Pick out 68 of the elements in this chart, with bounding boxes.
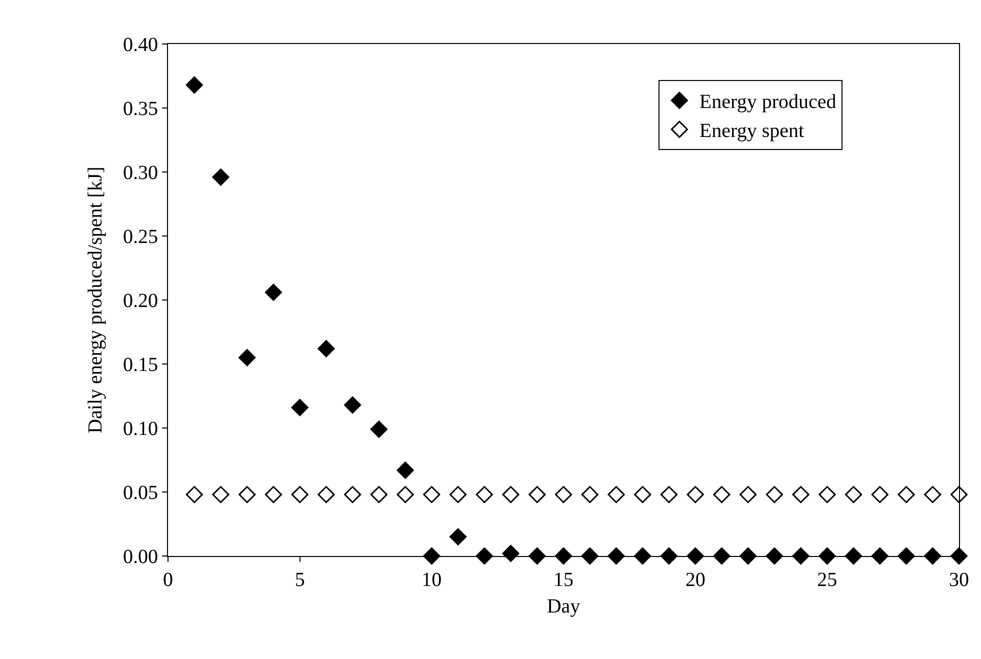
point — [898, 486, 915, 504]
point — [423, 486, 440, 504]
point — [686, 486, 704, 504]
point — [686, 547, 704, 565]
point — [264, 284, 282, 301]
point — [186, 486, 203, 504]
legend-label: Energy produced — [699, 91, 836, 114]
y-tick-label: 0.05 — [123, 482, 158, 504]
y-tick-label: 0.35 — [123, 98, 158, 120]
point — [713, 547, 730, 565]
legend-label: Energy spent — [699, 120, 804, 142]
point — [528, 486, 546, 504]
point — [792, 486, 810, 504]
point — [423, 547, 440, 565]
x-tick-label: 10 — [422, 569, 442, 591]
point — [818, 486, 836, 504]
point — [660, 486, 678, 504]
point — [502, 486, 520, 504]
y-axis-title: Daily energy produced/spent [kJ] — [84, 166, 106, 434]
point — [449, 486, 467, 504]
point — [818, 547, 836, 565]
x-tick-label: 30 — [949, 569, 969, 591]
y-tick-label: 0.15 — [123, 354, 158, 376]
point — [370, 486, 388, 504]
y-tick-label: 0.20 — [123, 290, 158, 312]
point — [291, 398, 308, 416]
point — [318, 486, 335, 504]
point — [766, 486, 783, 504]
point — [950, 486, 968, 504]
point — [396, 486, 414, 504]
point — [449, 528, 467, 546]
point — [608, 547, 625, 565]
point — [318, 340, 335, 358]
x-tick-label: 5 — [294, 569, 305, 591]
point — [476, 486, 493, 504]
point — [264, 486, 282, 504]
y-tick-label: 0.10 — [123, 418, 158, 440]
point — [344, 486, 362, 504]
x-tick-label: 15 — [554, 569, 574, 591]
point — [212, 486, 230, 504]
x-axis-title: Day — [546, 596, 580, 618]
point — [238, 349, 256, 366]
y-tick-label: 0.00 — [123, 546, 158, 568]
x-tick-label: 0 — [163, 569, 173, 591]
point — [396, 462, 414, 479]
y-tick-label: 0.40 — [123, 34, 158, 56]
point — [924, 486, 942, 504]
point — [238, 486, 256, 504]
x-tick-label: 25 — [817, 569, 838, 591]
point — [581, 486, 598, 504]
x-tick-label: 20 — [685, 569, 706, 591]
point — [344, 396, 362, 414]
point — [871, 486, 888, 504]
point — [370, 420, 388, 438]
point — [898, 547, 915, 565]
y-tick-label: 0.25 — [123, 226, 158, 248]
y-tick-label: 0.30 — [123, 162, 158, 184]
point — [554, 486, 572, 504]
point — [608, 486, 625, 504]
point — [740, 486, 757, 504]
point — [186, 76, 203, 94]
point — [844, 486, 862, 504]
point — [792, 547, 810, 565]
point — [291, 486, 308, 504]
point — [212, 168, 230, 186]
point — [713, 486, 730, 504]
point — [634, 486, 652, 504]
point — [502, 544, 520, 562]
